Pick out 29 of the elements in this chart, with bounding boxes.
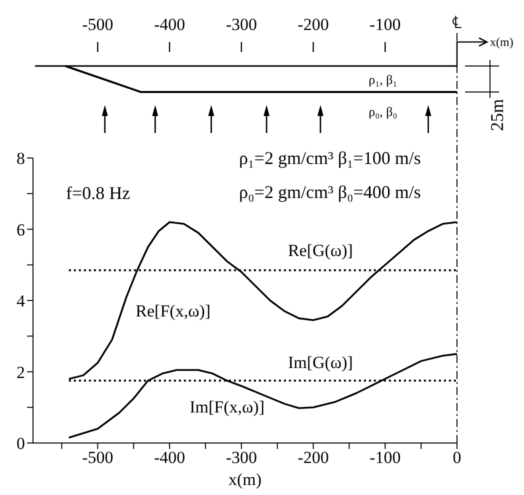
series-label: Re[F(x,ω)] <box>136 302 211 321</box>
x-axis-title: x(m) <box>228 470 262 489</box>
x2-tick-label: -100 <box>370 15 401 34</box>
annotation: ρ₁=2 gm/cm³ β₁=100 m/s <box>239 148 421 168</box>
x-tick-label: -300 <box>226 448 257 468</box>
x2-tick-label: -200 <box>298 15 329 34</box>
series-label: Im[G(ω)] <box>288 353 353 372</box>
text: ρ₁, β₁ <box>368 72 398 87</box>
series-label: Re[G(ω)] <box>288 240 353 260</box>
x-tick-label: 0 <box>452 448 462 468</box>
series-label: Im[F(x,ω)] <box>190 398 265 417</box>
y-tick-label: 6 <box>16 220 25 240</box>
x2-tick-label: -500 <box>82 15 114 34</box>
text: 25m <box>487 98 507 132</box>
y-tick-label: 8 <box>16 149 25 168</box>
x2-tick-label: -400 <box>154 15 186 34</box>
x-tick-label: -400 <box>154 448 186 468</box>
y-tick-label: 2 <box>16 362 25 382</box>
y-tick-label: 0 <box>16 434 25 454</box>
ref-line-label: ℄ <box>452 13 462 32</box>
annotation: f=0.8 Hz <box>66 183 130 203</box>
y-tick-label: 4 <box>16 292 26 311</box>
x-tick-label: -200 <box>298 448 329 468</box>
x2-axis-title: x(m) <box>490 35 514 49</box>
x-tick-label: -500 <box>82 448 114 468</box>
x2-tick-label: -300 <box>226 15 257 34</box>
annotation: ρ₀=2 gm/cm³ β₀=400 m/s <box>239 182 421 202</box>
x-tick-label: -100 <box>370 448 401 468</box>
text: ρ₀, β₀ <box>368 104 398 119</box>
